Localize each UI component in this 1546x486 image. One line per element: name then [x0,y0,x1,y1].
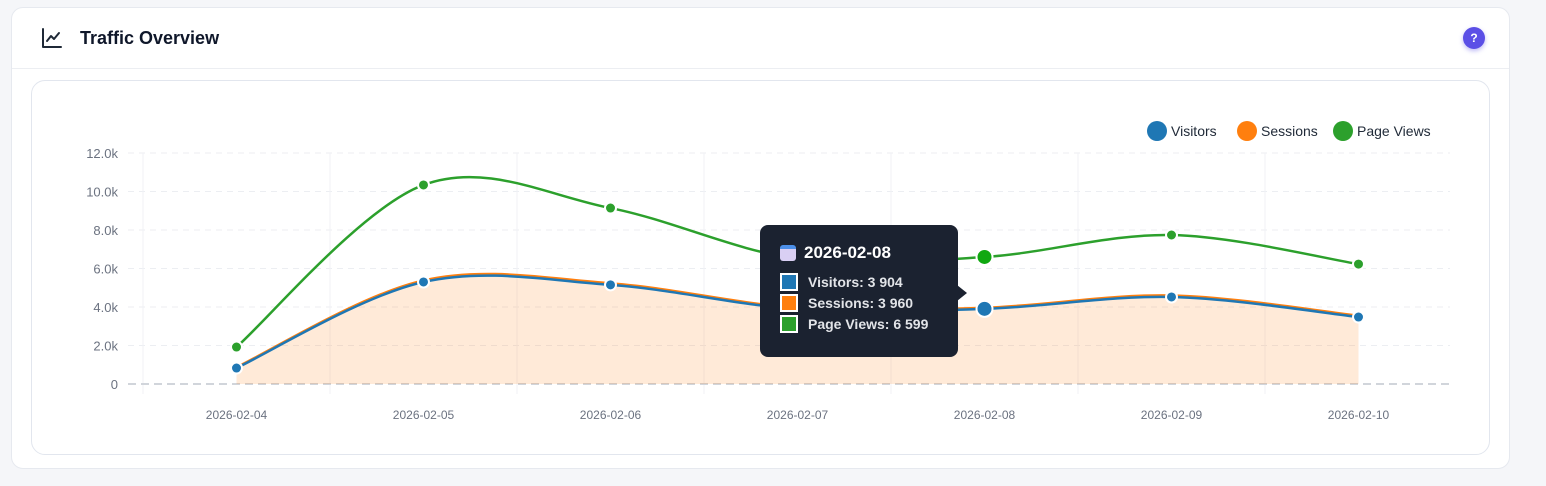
legend-label: Page Views [1357,123,1431,139]
x-tick-label: 2026-02-06 [580,408,642,422]
card-title: Traffic Overview [80,28,220,48]
data-point [1352,257,1365,271]
line-chart-icon [42,28,62,48]
calendar-icon [780,245,796,261]
y-tick-label: 0 [111,377,118,392]
tooltip-row-sessions: Sessions: 3 960 [780,292,958,313]
data-point [1165,290,1178,304]
chart-tooltip: 2026-02-08 Visitors: 3 904 Sessions: 3 9… [760,225,967,357]
legend-marker [1147,121,1167,141]
legend-label: Sessions [1261,123,1318,139]
x-tick-label: 2026-02-10 [1328,408,1390,422]
help-button[interactable]: ? [1463,27,1485,49]
y-tick-label: 10.0k [86,185,118,200]
x-tick-label: 2026-02-08 [954,408,1016,422]
x-tick-label: 2026-02-05 [393,408,455,422]
data-point [604,278,617,292]
data-point [604,201,617,215]
tooltip-date: 2026-02-08 [804,243,891,262]
data-point [230,340,243,354]
data-point [1165,228,1178,242]
card-header: Traffic Overview ? [12,8,1509,69]
y-tick-label: 12.0k [86,146,118,161]
y-tick-label: 6.0k [93,262,118,277]
data-point [417,275,430,289]
y-tick-label: 4.0k [93,300,118,315]
y-tick-label: 8.0k [93,223,118,238]
x-tick-label: 2026-02-04 [206,408,268,422]
legend-marker [1333,121,1353,141]
data-point [975,247,994,266]
tooltip-row-page-views: Page Views: 6 599 [780,313,958,334]
legend-marker [1237,121,1257,141]
data-point [230,361,243,375]
data-point [417,178,430,192]
data-point [975,299,994,318]
x-tick-label: 2026-02-07 [767,408,829,422]
y-tick-label: 2.0k [93,339,118,354]
tooltip-row-visitors: Visitors: 3 904 [780,271,958,292]
data-point [1352,310,1365,324]
x-tick-label: 2026-02-09 [1141,408,1203,422]
legend-label: Visitors [1171,123,1217,139]
